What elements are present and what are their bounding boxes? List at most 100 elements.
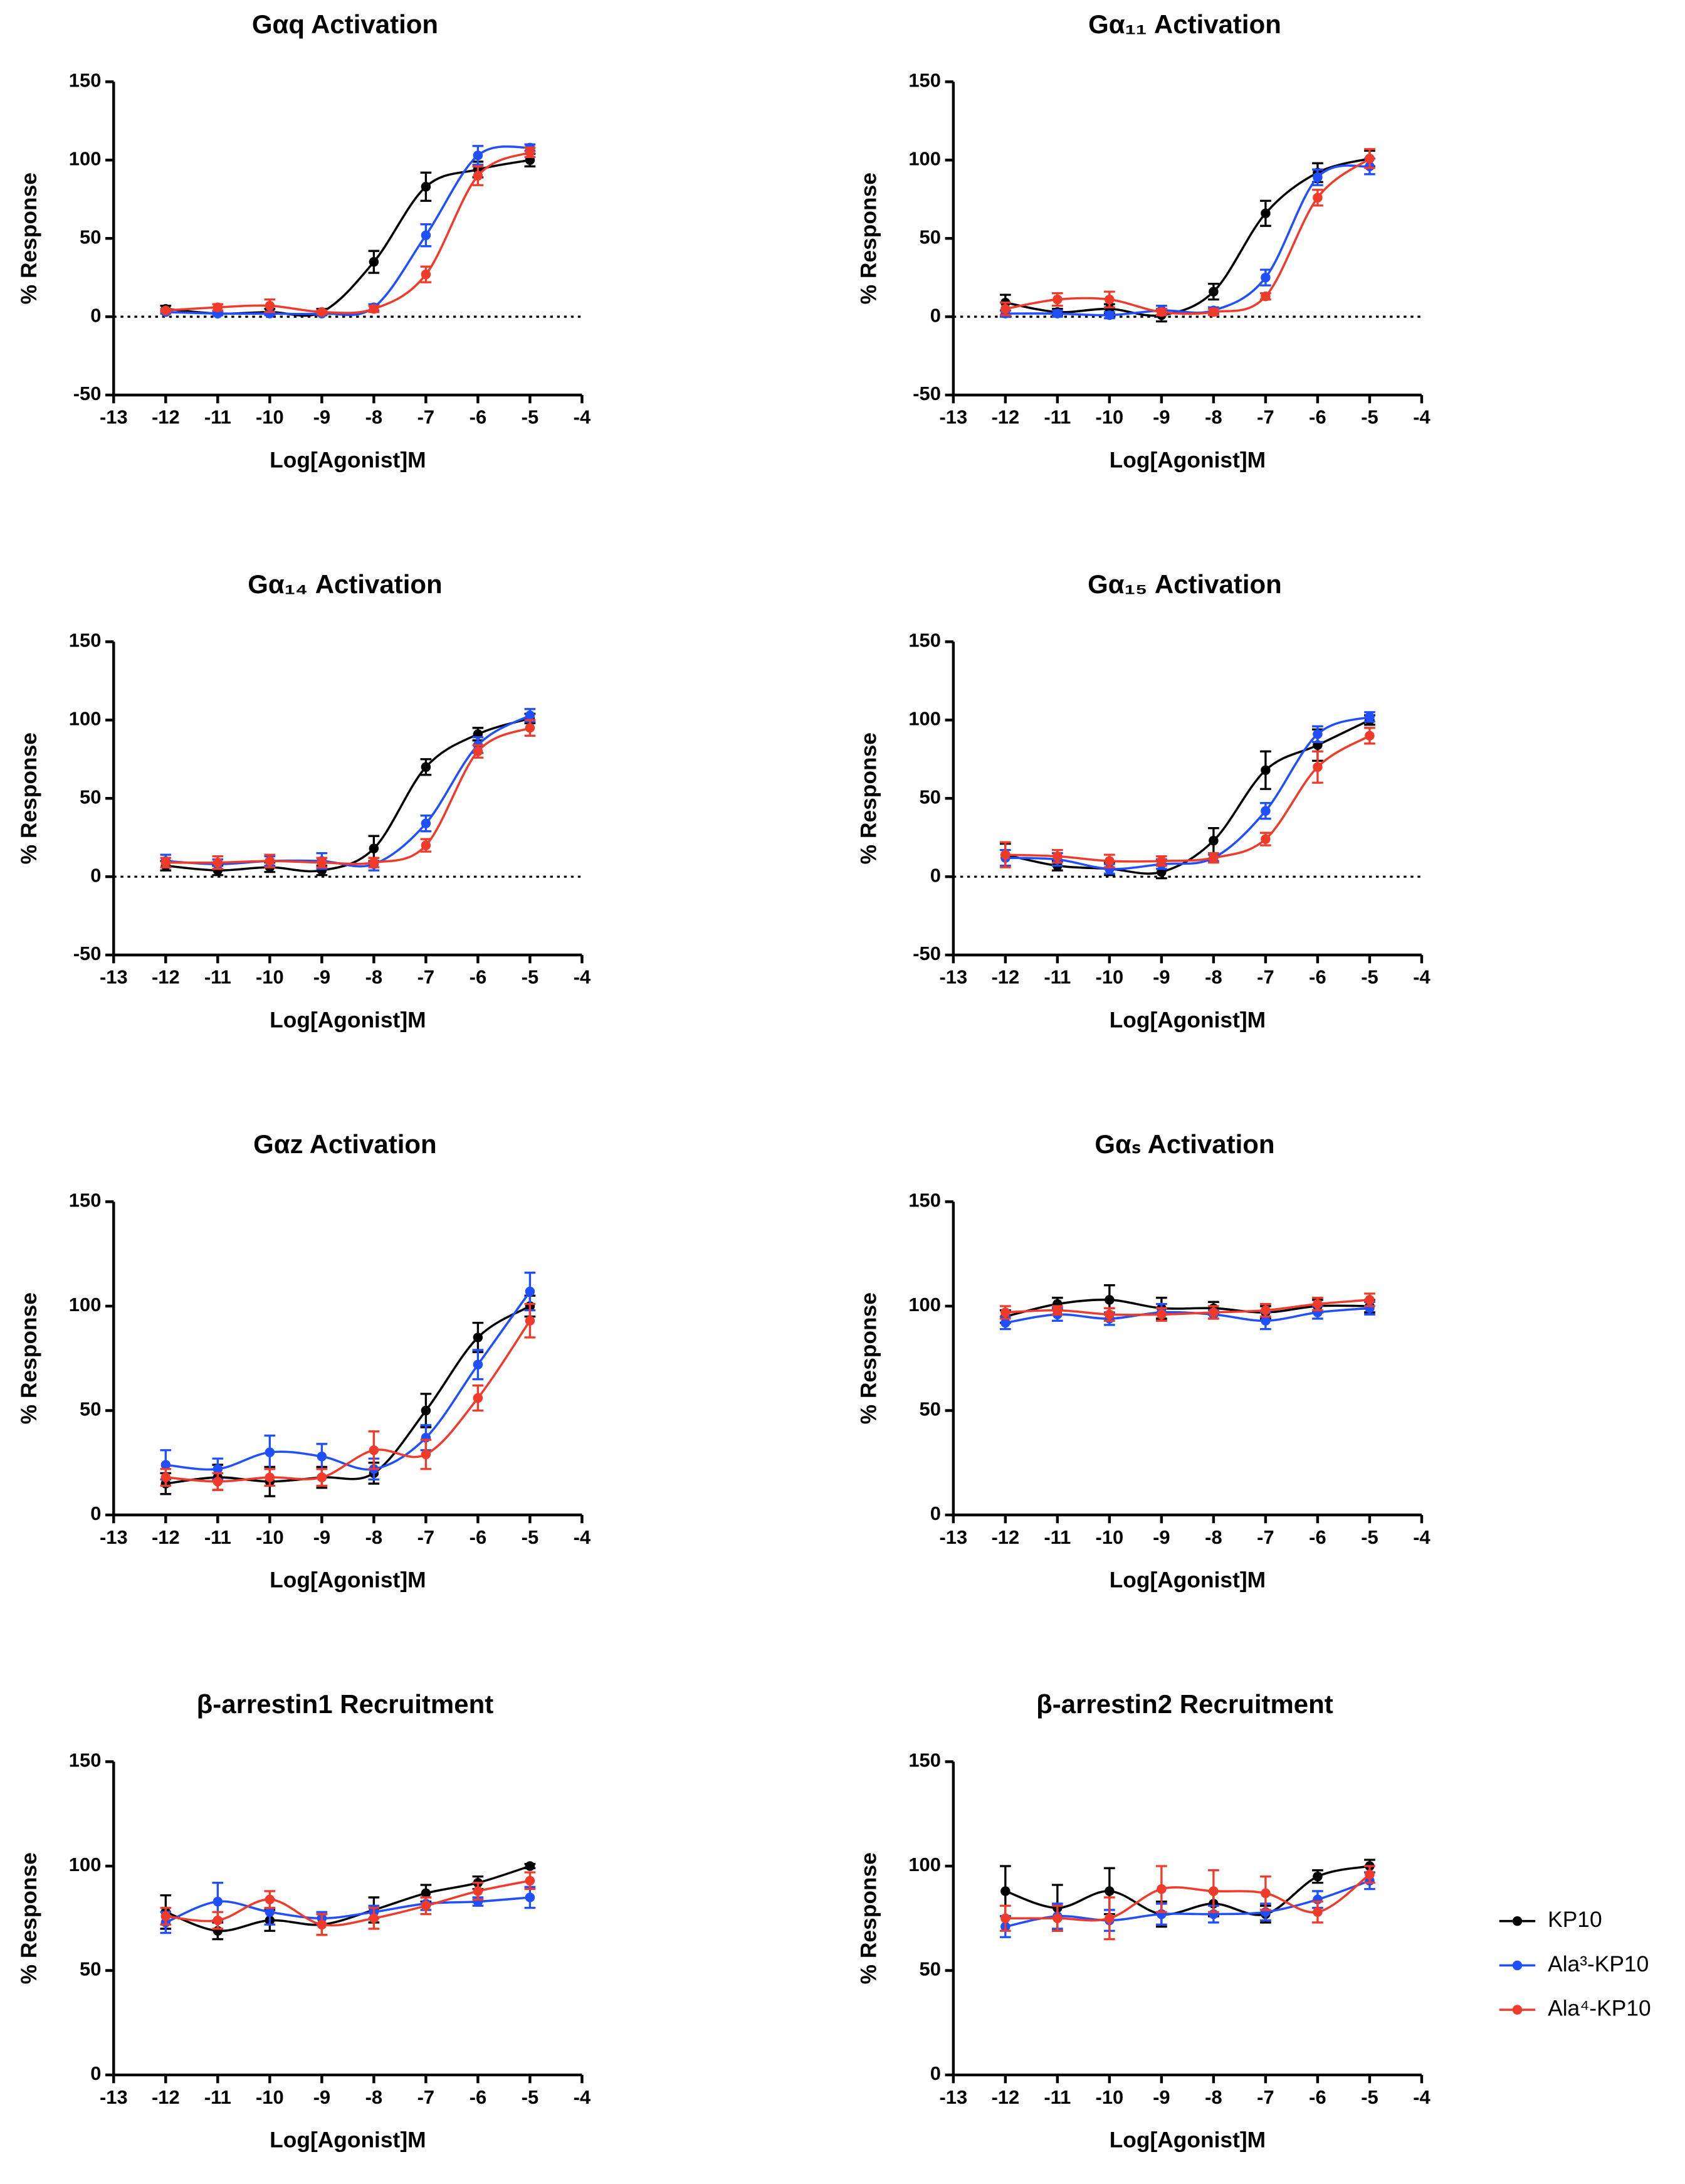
x-tick-label: -12 [152,406,180,428]
data-point [1157,1884,1167,1894]
x-tick-label: -6 [1309,2086,1326,2108]
data-point [473,1393,483,1403]
x-tick-label: -5 [1361,406,1378,428]
data-point [1000,1913,1010,1923]
x-tick-label: -7 [417,406,435,428]
data-point [525,1861,535,1871]
panel: Gαz Activation Log[Agonist]M % Response 0 50… [17,1129,591,1592]
y-axis-label: % Response [857,1852,881,1984]
data-point [421,840,431,850]
chart-title: Gα₁₅ Activation [1088,569,1282,599]
data-point [1209,307,1219,317]
data-point [1261,208,1271,218]
fit-curve: KP10 [165,159,530,317]
data-point [473,1332,483,1343]
y-tick-label: -50 [73,942,102,964]
x-tick-label: -6 [470,406,487,428]
data-point [265,300,275,311]
panel: β-arrestin1 Recruitment Log[Agonist]M % Re… [17,1689,591,2152]
y-tick-label: -50 [913,382,941,404]
x-tick-label: -7 [417,966,435,988]
data-point [317,1919,327,1929]
fit-curve: Ala⁴-KP10 [165,1879,530,1927]
fit-curve: Ala³-KP10 [1005,715,1370,870]
x-tick-label: -12 [152,966,180,988]
y-axis-label: % Response [17,732,41,864]
x-tick-label: -4 [1413,1526,1430,1548]
y-tick-label: 150 [908,630,941,652]
chart-title: Gαz Activation [253,1129,437,1159]
legend-marker [1512,2005,1523,2015]
data-point [421,182,431,192]
fit-curve: KP10 [165,717,530,873]
data-point [1261,291,1271,302]
data-point [265,856,275,866]
data-point [525,1892,535,1902]
data-point [1365,712,1375,722]
fit-curve: Ala⁴-KP10 [1005,157,1371,315]
chart-title: β-arrestin2 Recruitment [1036,1689,1333,1719]
y-tick-label: 150 [69,1749,102,1771]
x-tick-label: -5 [522,966,539,988]
x-tick-label: -11 [1044,966,1071,988]
y-tick-label: 100 [69,707,102,729]
data-point [1157,856,1167,866]
y-tick-label: 100 [908,1854,941,1875]
x-axis-label: Log[Agonist]M [1110,448,1266,472]
x-tick-label: -8 [1205,2086,1222,2108]
x-axis-label: Log[Agonist]M [270,1568,426,1592]
data-point [525,723,535,733]
x-tick-label: -8 [1205,406,1222,428]
data-point [473,150,483,161]
legend-marker [1512,1960,1523,1971]
y-tick-label: 50 [920,226,941,248]
x-tick-label: -7 [417,1526,435,1548]
x-tick-label: -4 [1413,966,1430,988]
panel: Gα₁₅ Activation Log[Agonist]M % Response -5… [857,569,1431,1032]
data-point [1261,806,1271,816]
data-point [1261,834,1271,844]
y-axis-label: % Response [857,172,881,304]
fit-curve: Ala⁴-KP10 [165,727,531,865]
data-point [1000,1886,1010,1896]
fit-curve: Ala³-KP10 [165,1896,530,1924]
data-point [1000,1307,1010,1317]
x-tick-label: -9 [313,1526,331,1548]
x-tick-label: -9 [313,2086,331,2108]
x-axis-label: Log[Agonist]M [1110,1008,1266,1032]
y-tick-label: 100 [69,147,102,169]
chart-title: Gα₁₁ Activation [1088,9,1281,39]
data-point [1000,1317,1010,1328]
data-point [1209,835,1219,846]
data-point [1052,1305,1063,1316]
x-tick-label: -9 [1153,966,1170,988]
fit-curve: Ala³-KP10 [165,714,531,868]
x-tick-label: -13 [939,406,967,428]
data-point [265,1894,275,1905]
x-tick-label: -12 [152,2086,180,2108]
x-axis-label: Log[Agonist]M [270,2128,426,2152]
data-point [525,1286,535,1297]
data-point [1105,294,1115,305]
data-point [160,1472,171,1482]
x-tick-label: -12 [991,1526,1019,1548]
data-point [160,1911,171,1921]
y-tick-label: 100 [69,1294,102,1316]
y-tick-label: -50 [73,382,102,404]
fit-curve: Ala⁴-KP10 [165,151,531,314]
x-tick-label: -10 [256,406,284,428]
fit-curve: KP10 [1005,719,1370,875]
y-tick-label: 100 [908,147,941,169]
data-point [265,1907,275,1918]
data-point [1313,1907,1323,1918]
data-point [369,843,379,853]
data-point [1313,1871,1323,1882]
data-point [213,857,223,868]
x-tick-label: -11 [204,406,231,428]
x-tick-label: -6 [1309,406,1326,428]
y-axis-label: % Response [17,1292,41,1424]
x-tick-label: -8 [1205,966,1222,988]
x-tick-label: -13 [100,966,128,988]
data-point [1105,1913,1115,1923]
